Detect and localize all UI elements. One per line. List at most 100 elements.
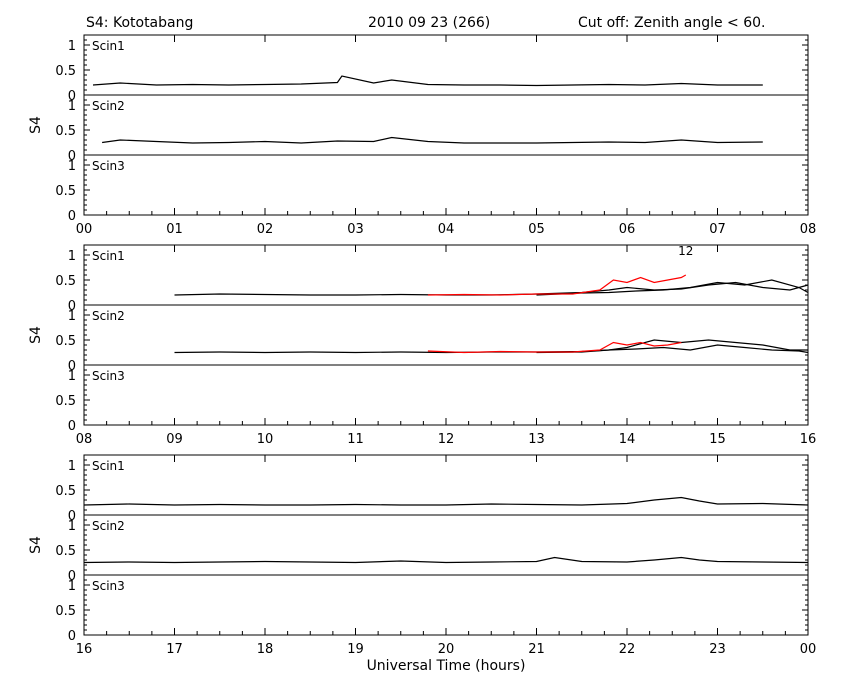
series-line-2 (536, 344, 809, 354)
y-tick-label: 0.5 (55, 484, 76, 499)
y-tick-label: 0.5 (55, 124, 76, 139)
y-tick-label: 1 (68, 159, 76, 174)
panel-frame (83, 154, 809, 216)
panel-3-2: 0 0.5 1 Scin2 (55, 514, 809, 584)
chart-group-3: 0 0.5 1 Scin1 0 0.5 1 Scin2 0 0.5 1 Scin3 16 17 18 19 20… (28, 454, 817, 657)
series-line-1 (174, 281, 809, 296)
x-tick-label: 21 (528, 642, 545, 657)
panel-label: Scin2 (92, 99, 125, 113)
y-tick-label: 0.5 (55, 184, 76, 199)
x-tick-label: 02 (257, 222, 274, 237)
series-line-1 (102, 136, 763, 144)
panel-frame (83, 304, 809, 366)
x-tick-label: 18 (257, 642, 274, 657)
y-tick-label: 0 (68, 149, 76, 164)
x-tick-label: 04 (438, 222, 455, 237)
x-tick-label: 00 (76, 222, 93, 237)
y-tick-label: 0.5 (55, 274, 76, 289)
y-tick-label: 0.5 (55, 544, 76, 559)
x-tick-label: 14 (619, 432, 636, 447)
panel-1-1: 0 0.5 1 Scin1 (55, 34, 809, 104)
panel-label: Scin3 (92, 369, 125, 383)
x-tick-label: 03 (347, 222, 364, 237)
y-tick-label: 0 (68, 209, 76, 224)
series-line-1 (83, 556, 809, 564)
x-tick-label: 13 (528, 432, 545, 447)
x-tick-label: 09 (166, 432, 183, 447)
panel-label: Scin3 (92, 159, 125, 173)
x-tick-label: 15 (709, 432, 726, 447)
y-tick-label: 0.5 (55, 604, 76, 619)
x-tick-label: 01 (166, 222, 183, 237)
station-title: S4: Kototabang (86, 15, 193, 31)
y-axis-label: S4 (28, 536, 44, 554)
y-tick-label: 1 (68, 579, 76, 594)
panel-frame (83, 364, 809, 426)
x-tick-label: 22 (619, 642, 636, 657)
series-line-3 (427, 274, 687, 296)
y-tick-label: 1 (68, 309, 76, 324)
y-tick-label: 0 (68, 299, 76, 314)
series-line-3 (427, 341, 682, 354)
annotation-label: 12 (678, 244, 693, 258)
y-tick-label: 0.5 (55, 334, 76, 349)
panel-frame (83, 94, 809, 156)
y-tick-label: 0 (68, 569, 76, 584)
date-title: 2010 09 23 (266) (368, 15, 490, 31)
y-tick-label: 0 (68, 89, 76, 104)
series-line-2 (536, 279, 809, 296)
y-tick-label: 0.5 (55, 64, 76, 79)
x-tick-label: 17 (166, 642, 183, 657)
series-line-1 (83, 496, 809, 506)
panel-frame (83, 454, 809, 516)
x-tick-label: 05 (528, 222, 545, 237)
y-axis-label: S4 (28, 326, 44, 344)
y-tick-label: 1 (68, 369, 76, 384)
cutoff-title: Cut off: Zenith angle < 60. (578, 15, 765, 31)
panel-frame (83, 574, 809, 636)
y-tick-label: 0.5 (55, 394, 76, 409)
panel-2-2: 0 0.5 1 Scin2 (55, 304, 809, 374)
panel-label: Scin2 (92, 309, 125, 323)
x-tick-label: 16 (800, 432, 817, 447)
y-tick-label: 0 (68, 629, 76, 644)
panel-1-3: 0 0.5 1 Scin3 (55, 154, 809, 224)
panel-label: Scin1 (92, 459, 125, 473)
x-tick-label: 06 (619, 222, 636, 237)
x-tick-label: 20 (438, 642, 455, 657)
panel-1-2: 0 0.5 1 Scin2 (55, 94, 809, 164)
y-tick-label: 0 (68, 359, 76, 374)
x-axis-label: Universal Time (hours) (367, 658, 526, 674)
y-tick-label: 1 (68, 519, 76, 534)
panel-frame (83, 244, 809, 306)
panel-frame (83, 514, 809, 576)
panel-3-1: 0 0.5 1 Scin1 (55, 454, 809, 524)
y-tick-label: 0 (68, 419, 76, 434)
x-tick-label: 23 (709, 642, 726, 657)
panel-label: Scin2 (92, 519, 125, 533)
x-tick-label: 08 (800, 222, 817, 237)
panel-2-1: 0 0.5 1 Scin1 12 (55, 244, 809, 314)
y-tick-label: 1 (68, 459, 76, 474)
chart-group-2: 0 0.5 1 Scin1 12 0 0.5 1 Scin2 0 0.5 1 Scin3 08 09 10 11… (28, 244, 816, 447)
y-axis-label: S4 (28, 116, 44, 134)
y-tick-label: 1 (68, 39, 76, 54)
series-line-1 (92, 75, 763, 87)
panel-frame (83, 34, 809, 96)
x-tick-label: 12 (438, 432, 455, 447)
y-tick-label: 0 (68, 509, 76, 524)
x-tick-label: 08 (76, 432, 93, 447)
x-tick-label: 00 (800, 642, 817, 657)
y-tick-label: 1 (68, 99, 76, 114)
panel-label: Scin1 (92, 249, 125, 263)
panel-label: Scin3 (92, 579, 125, 593)
panel-label: Scin1 (92, 39, 125, 53)
x-tick-label: 11 (347, 432, 364, 447)
x-tick-label: 16 (76, 642, 93, 657)
x-tick-label: 10 (257, 432, 274, 447)
x-tick-label: 07 (709, 222, 726, 237)
y-tick-label: 1 (68, 249, 76, 264)
chart-group-1: 0 0.5 1 Scin1 0 0.5 1 Scin2 0 0.5 1 Scin3 00 01 02 03 04… (28, 34, 817, 237)
